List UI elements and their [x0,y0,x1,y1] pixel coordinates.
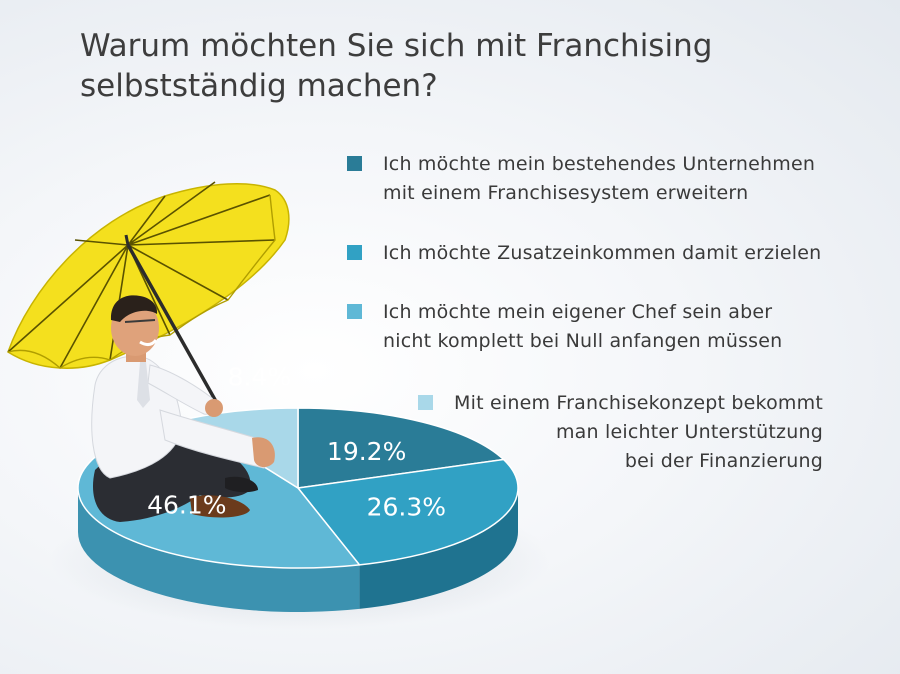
chart-title-line-2: selbstständig machen? [80,68,438,104]
umbrella-icon [7,181,290,406]
pie-slice-side-1 [359,488,518,609]
man-figure [91,295,275,522]
pie-slice-0 [297,407,506,489]
pie-slice-side-2 [78,488,360,612]
pie-slice-1 [296,458,519,566]
man-with-umbrella-illustration [7,181,290,522]
chart-title: Warum möchten Sie sich mit Franchising s… [80,26,800,106]
pie-sides [78,488,518,612]
pie-labels: 19.2% 26.3% 46.1% 8.4% [147,362,446,521]
pie-label-0: 19.2% [327,437,406,466]
pie-label-2: 46.1% [147,490,226,519]
chart-title-line-1: Warum möchten Sie sich mit Franchising [80,28,713,64]
pie-label-1: 26.3% [367,493,446,522]
pie-label-3: 8.4% [228,362,292,391]
